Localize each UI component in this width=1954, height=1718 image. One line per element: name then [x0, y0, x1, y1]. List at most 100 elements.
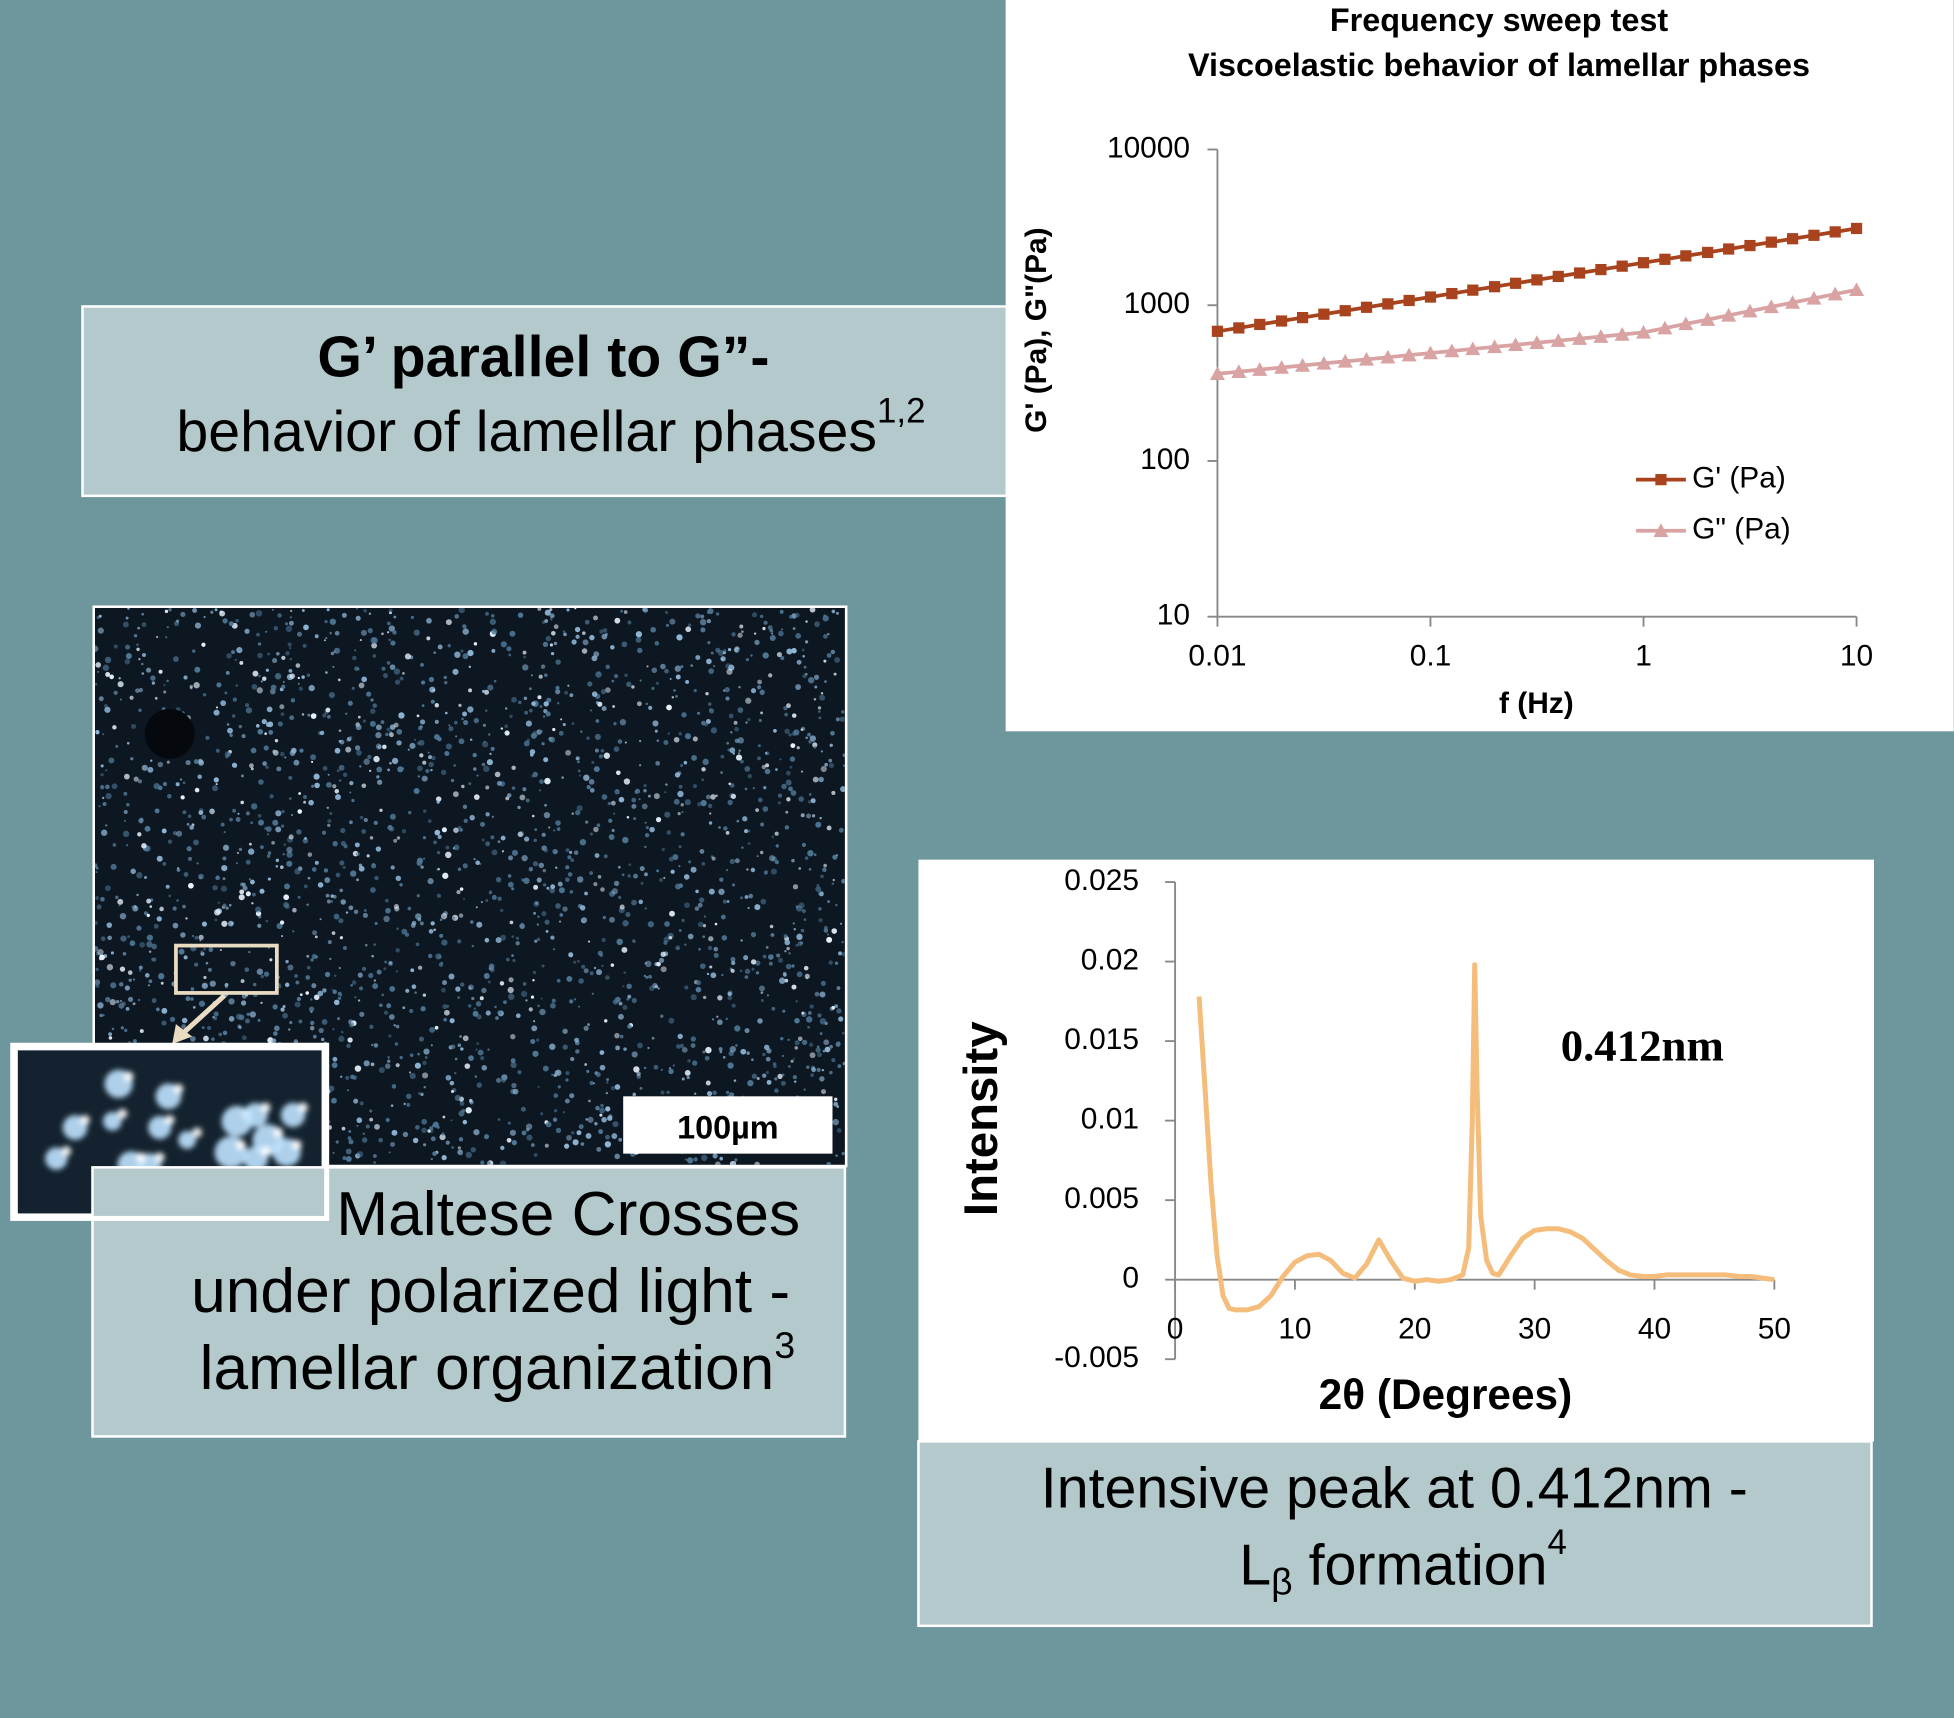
speckle [800, 813, 805, 818]
speckle [292, 907, 297, 913]
speckle [324, 877, 331, 884]
speckle [112, 725, 117, 730]
speckle [601, 794, 608, 800]
speckle [508, 653, 512, 657]
speckle [352, 655, 357, 661]
speckle [417, 726, 423, 731]
speckle [701, 861, 706, 866]
speckle [119, 999, 123, 1003]
speckle [741, 630, 744, 633]
speckle [816, 1067, 821, 1072]
speckle [453, 827, 459, 833]
speckle [266, 854, 271, 858]
speckle [201, 814, 207, 820]
speckle [729, 1046, 737, 1053]
speckle [660, 663, 666, 670]
speckle [807, 850, 814, 857]
speckle [511, 1140, 517, 1146]
speckle [287, 964, 294, 971]
speckle [138, 687, 144, 693]
speckle [280, 751, 285, 757]
speckle [428, 755, 433, 760]
speckle [284, 883, 291, 890]
speckle [523, 740, 530, 747]
speckle [358, 865, 365, 872]
speckle [361, 676, 368, 683]
speckle [349, 735, 353, 740]
speckle [606, 1078, 610, 1081]
speckle [360, 629, 367, 636]
speckle [260, 974, 264, 979]
speckle [532, 1050, 539, 1057]
speckle [651, 1036, 655, 1040]
speckle [362, 1132, 365, 1135]
speckle [366, 691, 372, 697]
speckle [673, 798, 680, 805]
speckle [711, 856, 716, 861]
speckle [284, 756, 287, 759]
speckle [213, 777, 219, 783]
speckle [626, 815, 630, 819]
speckle [347, 1136, 352, 1140]
speckle [346, 739, 349, 742]
speckle [380, 720, 385, 724]
speckle [490, 746, 495, 751]
speckle [354, 666, 359, 671]
speckle [674, 883, 682, 890]
speckle [816, 883, 820, 887]
speckle [747, 906, 750, 910]
speckle [786, 648, 793, 655]
speckle [725, 830, 730, 835]
speckle [670, 869, 675, 874]
speckle [735, 754, 743, 761]
speckle [716, 1015, 719, 1018]
speckle [495, 1016, 499, 1020]
speckle [441, 1155, 447, 1161]
speckle [481, 689, 486, 693]
speckle [415, 913, 422, 920]
speckle [370, 887, 376, 893]
speckle [505, 957, 510, 962]
speckle [597, 671, 601, 675]
speckle [286, 860, 293, 867]
speckle [375, 732, 382, 739]
speckle [804, 640, 809, 644]
speckle [105, 996, 111, 1003]
speckle [805, 620, 808, 623]
speckle [500, 835, 506, 841]
speckle [381, 632, 384, 636]
speckle [408, 1071, 412, 1074]
speckle [327, 819, 332, 823]
speckle [536, 877, 542, 883]
speckle [338, 729, 342, 733]
speckle [780, 1036, 784, 1041]
speckle [842, 1061, 845, 1066]
speckle [488, 963, 495, 970]
speckle [647, 1046, 650, 1050]
speckle [812, 776, 819, 783]
speckle [442, 1115, 446, 1119]
speckle [511, 765, 516, 771]
speckle [544, 777, 551, 785]
speckle [659, 957, 665, 963]
speckle [384, 1063, 391, 1069]
speckle [511, 849, 518, 856]
speckle [724, 687, 730, 693]
speckle [800, 928, 805, 933]
speckle [745, 697, 752, 704]
speckle [709, 812, 712, 815]
speckle [717, 995, 723, 1001]
speckle [573, 850, 579, 855]
speckle [288, 834, 294, 840]
speckle [762, 806, 769, 812]
speckle [348, 905, 354, 911]
speckle [435, 796, 442, 802]
speckle [274, 738, 279, 743]
speckle [452, 791, 459, 798]
marker [1636, 324, 1651, 339]
speckle [332, 665, 335, 668]
speckle [409, 1072, 416, 1079]
speckle [594, 853, 600, 858]
speckle [708, 702, 712, 706]
speckle [332, 1028, 335, 1031]
